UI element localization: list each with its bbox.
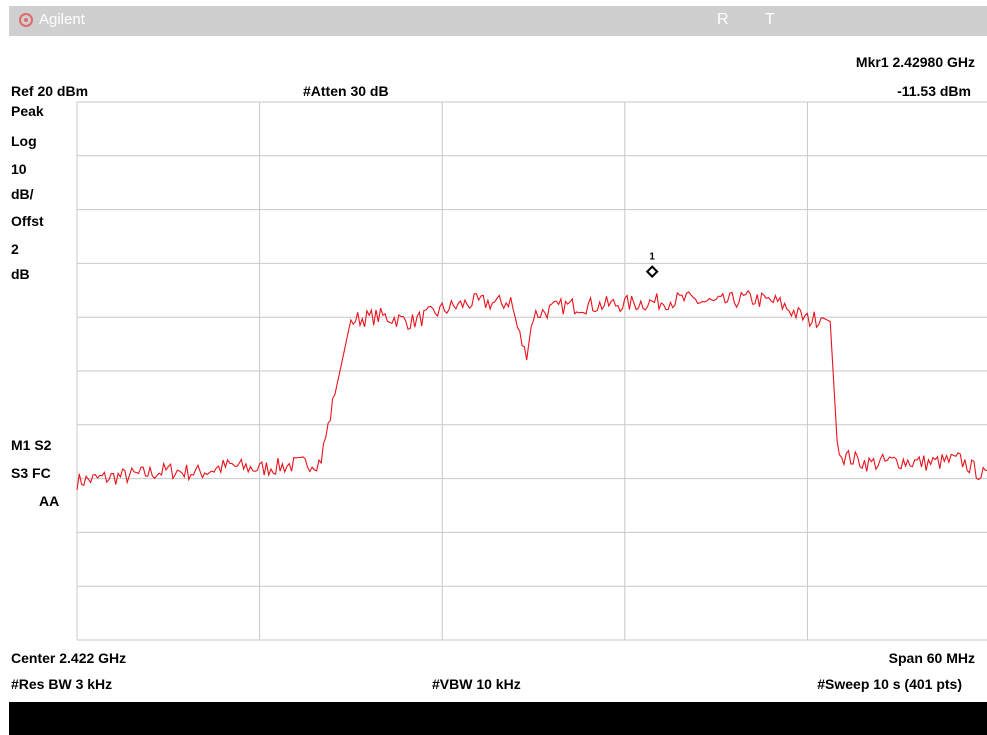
detector-label: Peak — [11, 103, 44, 119]
footer-bar — [9, 702, 987, 735]
trace-line — [76, 289, 987, 490]
s3-annotation: S3 FC — [11, 465, 51, 481]
offset-unit: dB — [11, 266, 30, 282]
marker-level: -11.53 dBm — [897, 83, 971, 99]
status-t: T — [765, 11, 775, 28]
reference-level: Ref 20 dBm — [11, 83, 89, 99]
marker-frequency: Mkr1 2.42980 GHz — [855, 54, 975, 70]
resolution-bandwidth: #Res BW 3 kHz — [11, 676, 113, 692]
agilent-logo-icon — [19, 12, 33, 27]
offset-label: Offst — [11, 213, 44, 229]
brand: Agilent — [19, 11, 85, 28]
marker-group: 1 — [645, 252, 659, 279]
brand-name: Agilent — [39, 11, 85, 28]
scale-type: Log — [11, 133, 37, 149]
marker-label: 1 — [649, 252, 655, 263]
center-frequency: Center 2.422 GHz — [11, 650, 127, 666]
span: Span 60 MHz — [888, 650, 975, 666]
m1-annotation: M1 S2 — [11, 437, 52, 453]
attenuation: #Atten 30 dB — [303, 83, 389, 99]
title-bar: Agilent R T — [9, 6, 987, 36]
scale-unit: dB/ — [11, 186, 34, 202]
grid — [76, 101, 987, 641]
status-r: R — [717, 11, 729, 28]
offset-value: 2 — [11, 241, 19, 257]
trace-group — [76, 289, 987, 490]
scale-value: 10 — [11, 161, 27, 177]
marker-diamond — [645, 265, 659, 279]
video-bandwidth: #VBW 10 kHz — [432, 676, 521, 692]
sweep-time: #Sweep 10 s (401 pts) — [817, 676, 962, 692]
aa-annotation: AA — [39, 493, 60, 509]
